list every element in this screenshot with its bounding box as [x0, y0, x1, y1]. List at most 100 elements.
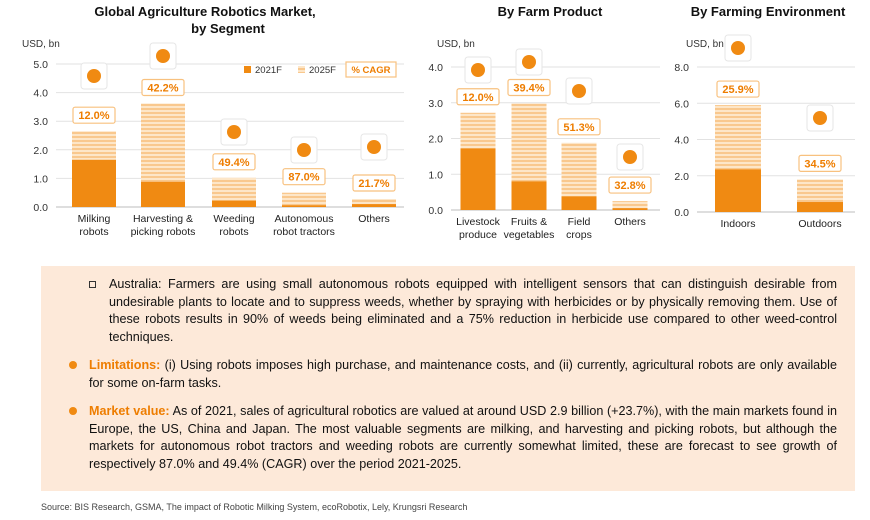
y-tick-label: 0.0 — [428, 205, 443, 217]
bar-2025f — [282, 192, 326, 207]
cagr-label: 39.4% — [513, 82, 544, 94]
x-tick-label: Weeding — [213, 213, 254, 225]
x-tick-label: produce — [459, 229, 497, 241]
x-tick-label: vegetables — [504, 229, 555, 241]
y-tick-label: 0.0 — [674, 207, 689, 219]
cagr-label: 25.9% — [722, 84, 753, 96]
tractor-icon — [290, 136, 318, 164]
x-tick-label: robot tractors — [273, 226, 335, 238]
y-tick-label: 5.0 — [33, 59, 48, 71]
bar-2021f — [72, 159, 116, 207]
strawberry-icon — [515, 48, 543, 76]
bar-2025f — [612, 201, 648, 210]
cagr-label: 51.3% — [563, 122, 594, 134]
y-tick-label: 4.0 — [674, 135, 689, 147]
australia-paragraph: Australia: Farmers are using small auton… — [67, 276, 837, 346]
cagr-badge — [798, 154, 842, 172]
y-tick-label: 2.0 — [674, 171, 689, 183]
x-tick-label: Milking — [78, 213, 111, 225]
bar-2021f — [282, 205, 326, 207]
y-axis-label: USD, bn — [686, 39, 724, 50]
legend-cagr-box — [345, 61, 397, 78]
goose-icon — [464, 56, 492, 84]
flower-icon — [616, 143, 644, 171]
x-tick-label: Livestock — [456, 216, 501, 228]
cagr-label: 12.0% — [78, 110, 109, 122]
x-tick-label: crops — [566, 229, 592, 241]
cagr-badge — [72, 106, 116, 124]
greenhouse-icon — [724, 34, 752, 62]
cagr-badge — [352, 174, 396, 192]
chart-title: Global Agriculture Robotics Market, — [94, 4, 315, 19]
bar-2021f — [212, 200, 256, 207]
drone-icon — [360, 133, 388, 161]
cagr-badge — [557, 118, 601, 136]
cagr-badge — [507, 78, 551, 97]
cagr-badge — [282, 168, 326, 186]
milking-robot-icon — [80, 62, 108, 90]
y-tick-label: 3.0 — [33, 116, 48, 128]
y-tick-label: 8.0 — [674, 62, 689, 74]
bar-2021f — [141, 181, 185, 207]
bullet-dot-icon — [69, 361, 77, 369]
y-tick-label: 0.0 — [33, 202, 48, 214]
cagr-badge — [716, 80, 760, 98]
legend-label-2025f: 2025F — [309, 65, 336, 76]
bar-2021f — [797, 202, 843, 212]
bar-2021f — [511, 181, 547, 210]
legend-cagr-label: % CAGR — [351, 65, 390, 76]
legend-label-2021f: 2021F — [255, 65, 282, 76]
cagr-label: 49.4% — [218, 157, 249, 169]
y-tick-label: 4.0 — [428, 62, 443, 74]
cagr-label: 87.0% — [288, 172, 319, 184]
y-axis-label: USD, bn — [22, 39, 60, 50]
y-tick-label: 6.0 — [674, 98, 689, 110]
x-tick-label: Others — [614, 216, 646, 228]
chart-title: By Farming Environment — [691, 4, 846, 19]
market-value-paragraph: Market value: As of 2021, sales of agric… — [67, 403, 837, 473]
x-tick-label: Outdoors — [798, 218, 841, 230]
cagr-badge — [608, 176, 652, 194]
y-tick-label: 4.0 — [33, 88, 48, 100]
y-tick-label: 1.0 — [428, 169, 443, 181]
y-tick-label: 1.0 — [33, 173, 48, 185]
cagr-label: 42.2% — [147, 82, 178, 94]
australia-text: Australia: Farmers are using small auton… — [109, 277, 837, 344]
field-drone-icon — [806, 104, 834, 132]
market-value-label: Market value: — [89, 404, 170, 418]
cagr-badge — [212, 153, 256, 171]
wheat-icon — [565, 77, 593, 105]
market-value-text: As of 2021, sales of agricultural roboti… — [89, 404, 837, 471]
bar-2021f — [715, 169, 761, 212]
x-tick-label: robots — [79, 226, 108, 238]
legend-swatch-2025f — [298, 66, 305, 73]
cagr-label: 34.5% — [804, 158, 835, 170]
limitations-label: Limitations: — [89, 358, 161, 372]
x-tick-label: Indoors — [720, 218, 755, 230]
cagr-label: 21.7% — [358, 178, 389, 190]
x-tick-label: picking robots — [131, 226, 196, 238]
square-bullet-icon — [89, 281, 96, 288]
y-tick-label: 2.0 — [428, 134, 443, 146]
x-tick-label: Others — [358, 213, 390, 225]
chart-title: by Segment — [191, 21, 265, 36]
limitations-text: (i) Using robots imposes high purchase, … — [89, 358, 837, 390]
chart-title: By Farm Product — [498, 4, 603, 19]
cagr-label: 32.8% — [614, 180, 645, 192]
x-tick-label: Harvesting & — [133, 213, 193, 225]
limitations-paragraph: Limitations: (i) Using robots imposes hi… — [67, 357, 837, 392]
y-tick-label: 3.0 — [428, 98, 443, 110]
x-tick-label: Field — [568, 216, 591, 228]
info-box: Australia: Farmers are using small auton… — [41, 266, 855, 491]
cagr-badge — [141, 78, 185, 97]
weeding-robot-icon — [220, 118, 248, 146]
cagr-label: 12.0% — [462, 92, 493, 104]
charts-area: Global Agriculture Robotics Market, by Se… — [22, 4, 855, 241]
y-axis-label: USD, bn — [437, 39, 475, 50]
harvester-icon — [149, 42, 177, 70]
bullet-dot-icon — [69, 407, 77, 415]
bar-2021f — [612, 208, 648, 210]
bar-2025f — [352, 198, 396, 207]
bar-2021f — [352, 204, 396, 207]
bar-2021f — [460, 148, 496, 210]
